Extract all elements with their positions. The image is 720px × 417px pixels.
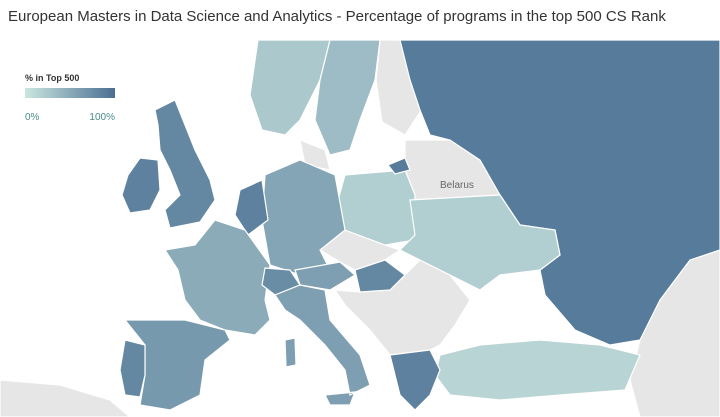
legend-title: % in Top 500 xyxy=(25,73,79,83)
country-region xyxy=(354,259,406,293)
country-region xyxy=(314,39,381,156)
legend-label: 100% xyxy=(89,112,115,123)
country-region xyxy=(434,339,641,401)
country-region xyxy=(261,159,346,276)
country-region xyxy=(121,157,161,214)
legend: % in Top 500 0% 100% xyxy=(25,73,115,123)
country-region xyxy=(389,349,441,411)
country-region xyxy=(163,219,271,336)
country-region xyxy=(274,284,371,406)
map-title: European Masters in Data Science and Ana… xyxy=(8,8,666,25)
country-region xyxy=(154,99,216,229)
land xyxy=(0,379,131,417)
legend-label: 0% xyxy=(25,112,40,123)
country-region xyxy=(234,179,269,236)
regions xyxy=(119,39,720,411)
country-region xyxy=(294,261,357,291)
map-label: Belarus xyxy=(440,180,474,191)
land xyxy=(299,139,331,171)
title-band xyxy=(0,0,720,34)
country-region xyxy=(398,194,561,291)
land xyxy=(333,259,471,356)
country-region xyxy=(119,339,146,398)
legend-gradient xyxy=(25,88,115,98)
background-land xyxy=(0,39,720,417)
country-region xyxy=(387,157,411,175)
